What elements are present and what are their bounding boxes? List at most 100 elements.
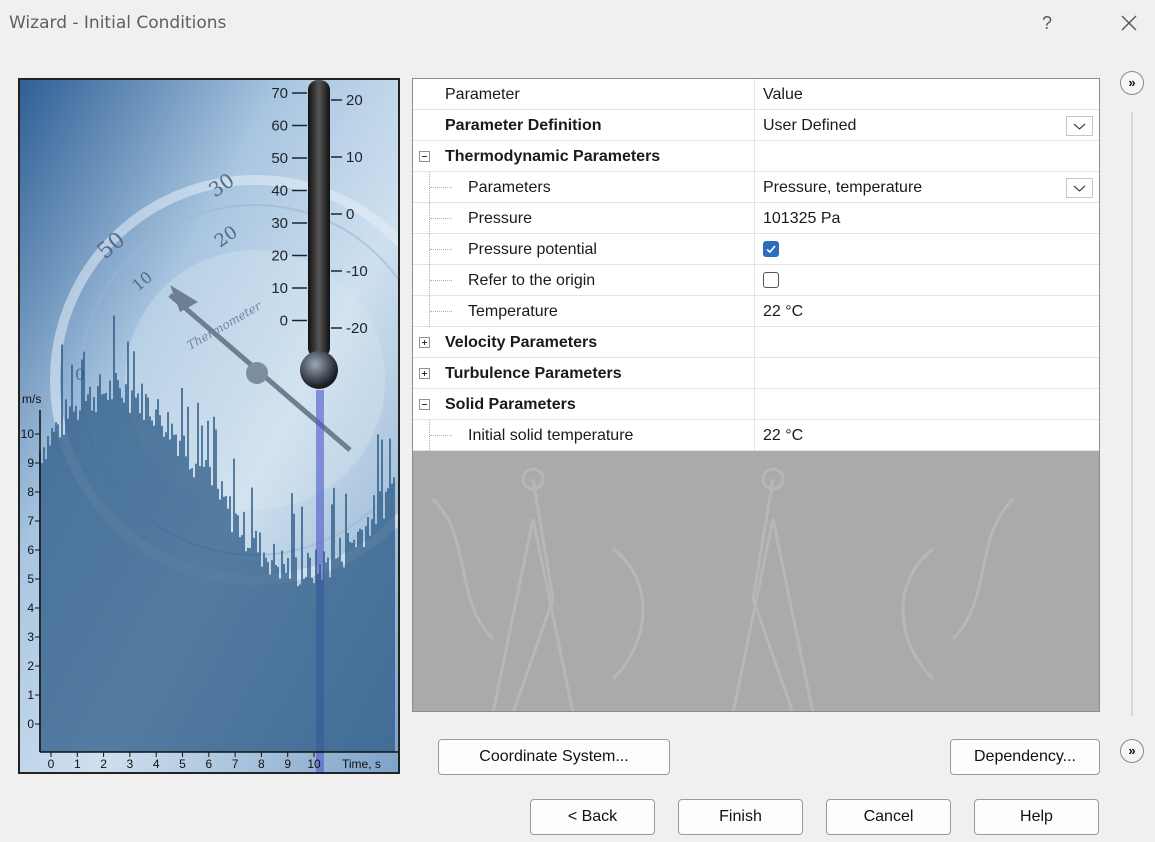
row-label: Temperature <box>468 303 558 320</box>
group-label: Thermodynamic Parameters <box>445 148 661 165</box>
expand-icon[interactable] <box>419 337 430 348</box>
side-panel-track <box>1131 112 1133 716</box>
x-tick-label: 2 <box>100 757 107 771</box>
y-tick-label: 0 <box>27 717 34 731</box>
row-label: Refer to the origin <box>468 272 596 289</box>
chevron-down-icon[interactable] <box>1066 116 1093 136</box>
collapse-icon[interactable] <box>419 399 430 410</box>
y-tick-label: 7 <box>27 514 34 528</box>
y-tick-label: 9 <box>27 456 34 470</box>
x-tick-label: 1 <box>74 757 81 771</box>
coordinate-system-button[interactable]: Coordinate System... <box>438 739 670 775</box>
y-tick-label: 5 <box>27 572 34 586</box>
header-parameter: Parameter <box>445 86 520 103</box>
group-turbulence-parameters[interactable]: Turbulence Parameters <box>413 358 1099 389</box>
x-tick-label: 0 <box>48 757 55 771</box>
thermometer-tick-label: 20 <box>346 92 363 109</box>
grid-rows: Parameter Value Parameter Definition Use… <box>413 79 1099 451</box>
thermometer-tick-label: -20 <box>346 320 368 337</box>
thermometer-tick-label: 40 <box>271 183 288 200</box>
illustration-graphic: 50 30 20 10 0 Thermometer 70605040302010… <box>20 80 398 772</box>
x-axis-label: Time, s <box>342 757 381 771</box>
tree-connector <box>429 265 452 296</box>
thermometer-tick-label: 0 <box>280 313 288 330</box>
x-tick-label: 5 <box>179 757 186 771</box>
finish-button[interactable]: Finish <box>678 799 803 835</box>
wizard-illustration: 50 30 20 10 0 Thermometer 70 60 50 40 30 20 10… <box>18 78 400 774</box>
svg-text:0: 0 <box>75 365 85 384</box>
title-bar: Wizard - Initial Conditions ? <box>0 0 1155 48</box>
parameter-grid: Parameter Value Parameter Definition Use… <box>412 78 1100 712</box>
chevron-down-icon[interactable] <box>1066 178 1093 198</box>
x-tick-label: 9 <box>284 757 291 771</box>
row-pressure-potential[interactable]: Pressure potential <box>413 234 1099 265</box>
initial-solid-temperature-value[interactable]: 22 °C <box>763 427 804 444</box>
row-label: Initial solid temperature <box>468 427 634 444</box>
tree-connector <box>429 172 452 203</box>
thermometer-tick-label: -10 <box>346 263 368 280</box>
thermometer-tick-label: 70 <box>271 85 288 102</box>
parameters-value[interactable]: Pressure, temperature <box>763 179 923 196</box>
back-button[interactable]: < Back <box>530 799 655 835</box>
x-tick-label: 7 <box>232 757 239 771</box>
temperature-value[interactable]: 22 °C <box>763 303 804 320</box>
y-tick-label: 10 <box>21 427 35 441</box>
header-value: Value <box>763 86 803 103</box>
x-tick-label: 8 <box>258 757 265 771</box>
y-tick-label: 8 <box>27 485 34 499</box>
group-label: Solid Parameters <box>445 396 576 413</box>
collapse-icon[interactable] <box>419 151 430 162</box>
y-tick-label: 3 <box>27 630 34 644</box>
row-parameters[interactable]: Parameters Pressure, temperature <box>413 172 1099 203</box>
group-solid-parameters[interactable]: Solid Parameters <box>413 389 1099 420</box>
y-tick-label: 1 <box>27 688 34 702</box>
tree-connector <box>429 296 452 327</box>
group-thermodynamic-parameters[interactable]: Thermodynamic Parameters <box>413 141 1099 172</box>
group-velocity-parameters[interactable]: Velocity Parameters <box>413 327 1099 358</box>
thermometer-tick-label: 50 <box>271 150 288 167</box>
thermometer-tick-label: 10 <box>346 149 363 166</box>
row-temperature[interactable]: Temperature 22 °C <box>413 296 1099 327</box>
help-dialog-button[interactable]: Help <box>974 799 1099 835</box>
dependency-button[interactable]: Dependency... <box>950 739 1100 775</box>
tree-connector <box>429 420 452 451</box>
row-label: Parameters <box>468 179 551 196</box>
y-axis-label: m/s <box>22 392 41 406</box>
row-label: Pressure potential <box>468 241 597 258</box>
y-tick-label: 2 <box>27 659 34 673</box>
tree-connector <box>429 234 452 265</box>
thermometer-left-scale: 70 60 50 40 30 20 10 0 <box>271 85 307 330</box>
refer-to-origin-checkbox[interactable] <box>763 272 779 288</box>
pressure-value[interactable]: 101325 Pa <box>763 210 841 227</box>
close-icon[interactable] <box>1112 6 1146 40</box>
row-label: Parameter Definition <box>445 117 602 134</box>
group-label: Turbulence Parameters <box>445 365 622 382</box>
row-label: Pressure <box>468 210 533 227</box>
expand-icon[interactable] <box>419 368 430 379</box>
y-tick-label: 6 <box>27 543 34 557</box>
thermometer-tick-label: 0 <box>346 206 354 223</box>
tree-connector <box>429 203 452 234</box>
window-title: Wizard - Initial Conditions <box>9 13 227 33</box>
help-button[interactable]: ? <box>1041 13 1052 33</box>
group-label: Velocity Parameters <box>445 334 598 351</box>
double-chevron-right-icon[interactable]: » <box>1120 739 1144 763</box>
thermometer-tick-label: 10 <box>271 280 288 297</box>
parameter-definition-value[interactable]: User Defined <box>763 117 857 134</box>
row-pressure[interactable]: Pressure 101325 Pa <box>413 203 1099 234</box>
grid-header-row: Parameter Value <box>413 79 1099 110</box>
x-tick-label: 3 <box>127 757 134 771</box>
x-tick-label: 6 <box>205 757 212 771</box>
row-parameter-definition[interactable]: Parameter Definition User Defined <box>413 110 1099 141</box>
cancel-button[interactable]: Cancel <box>826 799 951 835</box>
thermometer-tick-label: 30 <box>271 215 288 232</box>
column-divider <box>754 79 755 451</box>
x-tick-label: 10 <box>307 757 321 771</box>
wind-speed-bars <box>39 315 395 752</box>
double-chevron-right-icon[interactable]: » <box>1120 71 1144 95</box>
pressure-potential-checkbox[interactable] <box>763 241 779 257</box>
thermometer-right-scale: 20 10 0 -10 -20 <box>331 92 368 337</box>
row-initial-solid-temperature[interactable]: Initial solid temperature 22 °C <box>413 420 1099 451</box>
row-refer-to-origin[interactable]: Refer to the origin <box>413 265 1099 296</box>
